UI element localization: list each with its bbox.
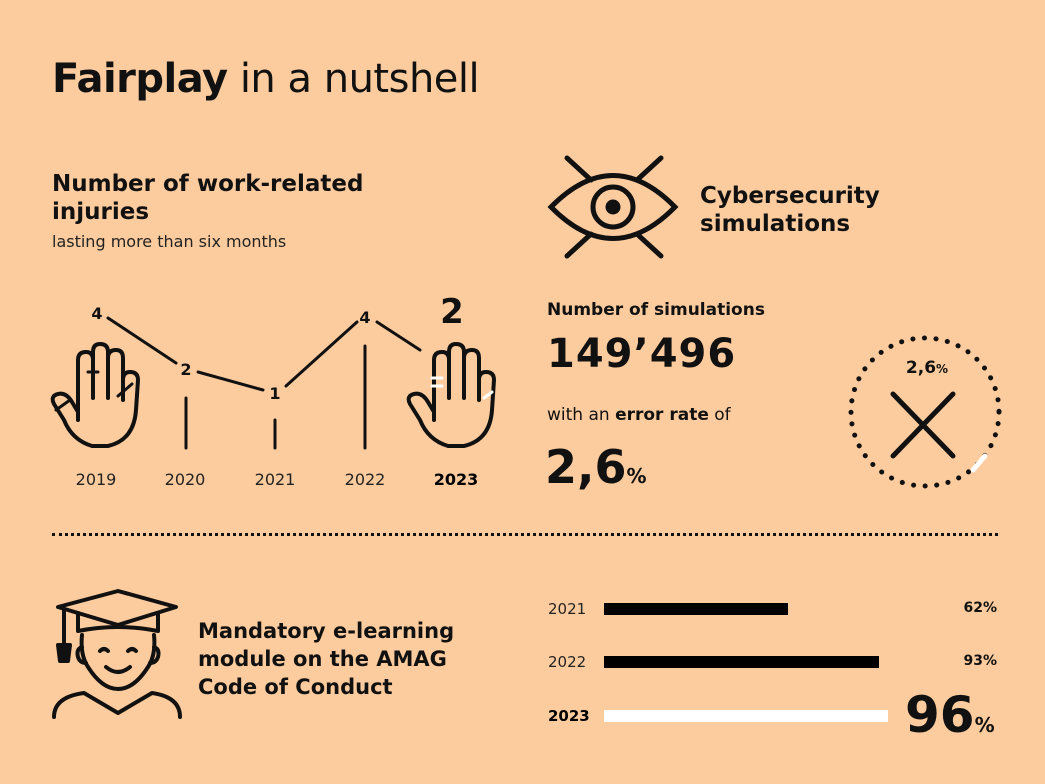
value-2019: 4 <box>91 304 103 323</box>
bar-pct-2021: 62% <box>963 600 997 616</box>
sims-label: Number of simulations <box>547 300 765 320</box>
circle-unit: % <box>936 362 949 376</box>
bar-2023 <box>604 710 888 722</box>
value-2023: 2 <box>440 292 464 332</box>
bar-year-2023: 2023 <box>548 707 590 725</box>
year-label-2019: 2019 <box>75 470 117 489</box>
bar-year-2021: 2021 <box>548 600 587 618</box>
error-label-pre: with an <box>547 405 610 425</box>
year-label-2022: 2022 <box>344 470 386 489</box>
cyber-title: Cybersecurity simulations <box>700 183 880 237</box>
circle-value: 2,6 <box>905 358 937 378</box>
value-2021: 1 <box>269 384 281 403</box>
bar-2022 <box>604 656 879 668</box>
bar-year-2022: 2022 <box>548 653 587 671</box>
x-mark-icon <box>890 391 956 459</box>
eye-crossed-icon <box>547 155 679 259</box>
bar-pct-2022: 93% <box>963 653 997 669</box>
title-bold: Fairplay <box>52 56 228 102</box>
bar-pct-2023: 96% <box>905 686 995 744</box>
big-pct-unit: % <box>974 713 995 737</box>
error-label: with an error rate of <box>547 405 731 425</box>
value-2020: 2 <box>180 360 192 379</box>
error-value-unit: % <box>626 464 647 488</box>
error-label-bold: error rate <box>615 405 709 425</box>
sims-value: 149’496 <box>547 331 737 377</box>
error-rate-circle <box>848 335 1002 489</box>
value-2022: 4 <box>359 308 371 327</box>
circle-label: 2,6% <box>902 358 952 378</box>
elearning-title: Mandatory e-learning module on the AMAG … <box>198 619 455 699</box>
section-divider <box>52 533 998 536</box>
error-arc <box>970 453 988 473</box>
big-pct-number: 96 <box>905 686 975 744</box>
injuries-title: Number of work-related injuries <box>52 171 364 225</box>
connector-line <box>196 370 265 392</box>
year-label-2023: 2023 <box>433 470 479 489</box>
error-label-post: of <box>714 405 731 425</box>
connector-line <box>375 320 422 352</box>
hand-icon-2019 <box>50 342 140 448</box>
page-title: Fairplay in a nutshell <box>52 56 480 102</box>
injuries-subtitle: lasting more than six months <box>52 232 287 251</box>
connector-line <box>284 320 359 388</box>
error-value-number: 2,6 <box>545 440 627 494</box>
title-rest: in a nutshell <box>239 56 480 102</box>
year-label-2021: 2021 <box>254 470 296 489</box>
connector-line <box>106 316 178 365</box>
year-label-2020: 2020 <box>164 470 206 489</box>
hand-icon-2023 <box>406 342 496 448</box>
graduate-icon <box>52 589 182 719</box>
bar-2021 <box>604 603 788 615</box>
error-value: 2,6% <box>545 440 647 494</box>
